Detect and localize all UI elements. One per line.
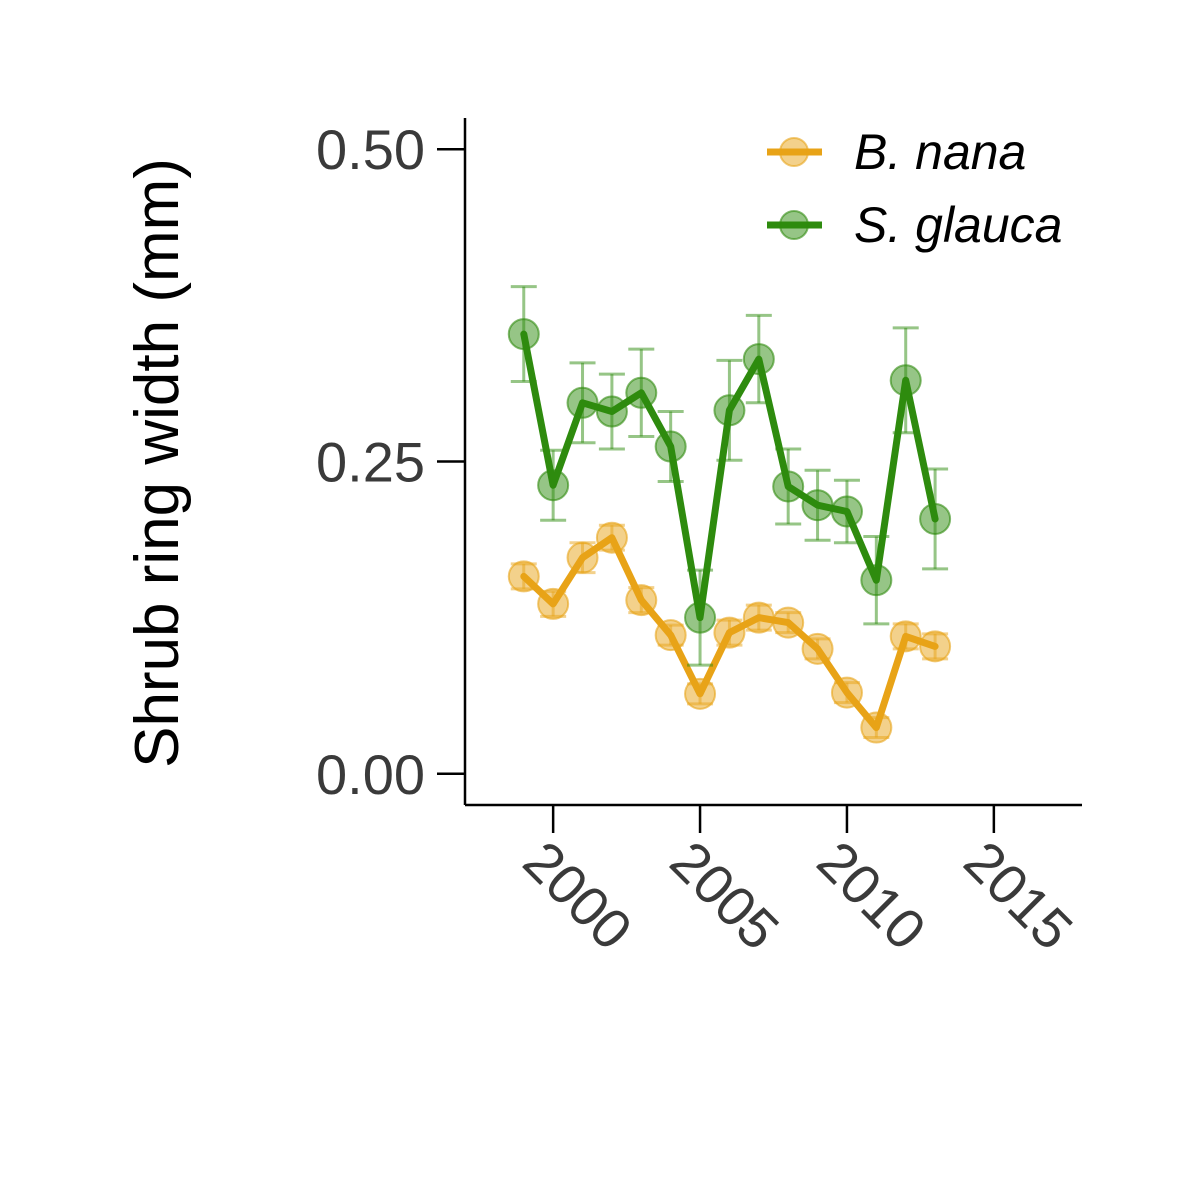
- legend-marker: [779, 210, 809, 240]
- y-ticks: 0.00 0.25 0.50: [316, 118, 465, 806]
- x-tick-label: 2015: [952, 829, 1085, 962]
- x-tick-label: 2005: [659, 829, 792, 962]
- y-tick-label: 0.50: [316, 118, 425, 181]
- legend-item: B. nana: [767, 124, 1026, 180]
- y-tick-label: 0.25: [316, 431, 425, 494]
- series-line: [520, 330, 939, 622]
- x-tick-label: 2000: [512, 829, 645, 962]
- y-tick-label: 0.00: [316, 743, 425, 806]
- x-ticks: 2000 2005 2010 2015: [512, 805, 1085, 962]
- legend-label: S. glauca: [854, 197, 1062, 253]
- x-tick-label: 2010: [805, 829, 938, 962]
- series-line: [520, 534, 939, 732]
- legend-marker: [779, 137, 809, 167]
- legend: B. nana S. glauca: [767, 124, 1062, 253]
- series-b-nana: [507, 521, 952, 744]
- legend-label: B. nana: [854, 124, 1026, 180]
- legend-item: S. glauca: [767, 197, 1062, 253]
- y-axis-title: Shrub ring width (mm): [123, 158, 192, 768]
- series-s-glauca: [507, 285, 952, 667]
- plot-area: [507, 285, 952, 744]
